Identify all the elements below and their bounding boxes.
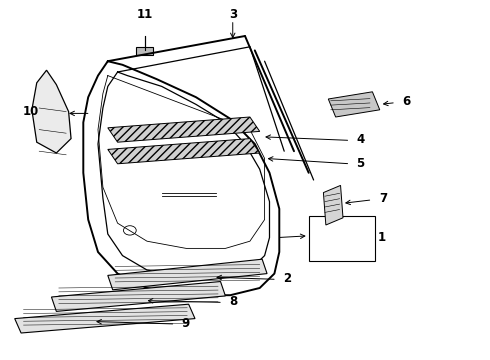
Text: 7: 7 [379,192,387,205]
Polygon shape [108,259,267,290]
Polygon shape [108,117,260,142]
Text: 10: 10 [22,105,39,118]
Text: 8: 8 [229,295,238,308]
Text: 1: 1 [377,231,386,244]
Text: 2: 2 [283,272,292,285]
Polygon shape [108,139,260,164]
FancyBboxPatch shape [136,47,153,55]
Text: 5: 5 [356,157,365,170]
Text: 6: 6 [402,95,410,108]
Polygon shape [32,70,71,153]
Text: 9: 9 [181,317,190,330]
Polygon shape [323,185,343,225]
Polygon shape [51,282,225,311]
Polygon shape [15,304,195,333]
Text: 3: 3 [229,8,237,21]
Text: 11: 11 [136,8,153,21]
Text: 4: 4 [357,133,365,146]
Polygon shape [328,92,380,117]
